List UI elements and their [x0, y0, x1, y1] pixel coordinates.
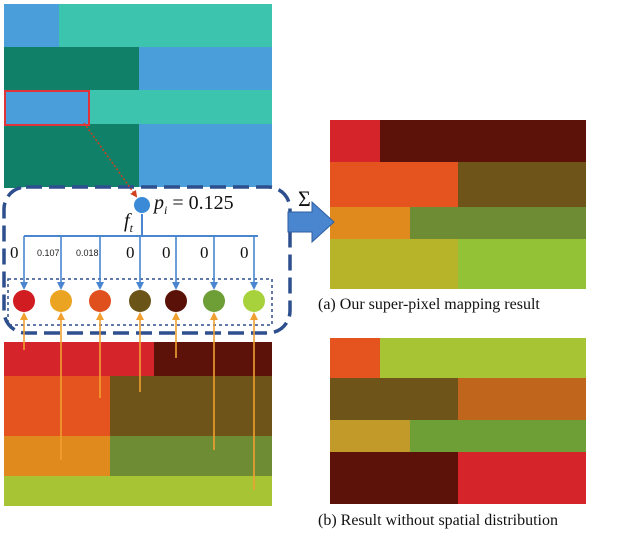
- probability-label: pi = 0.125: [154, 192, 234, 218]
- mapping-dashed-border: [2, 185, 292, 335]
- weight-label: 0: [240, 243, 249, 262]
- pixel-connector: [83, 122, 138, 198]
- bottom-grid-cell: [4, 436, 110, 476]
- feature-node: [243, 290, 265, 312]
- weight-label: 0: [200, 243, 209, 262]
- weight-label: 0.107: [37, 248, 60, 258]
- result-b-caption: (b) Result without spatial distribution: [318, 512, 558, 529]
- sum-symbol: Σ: [298, 186, 311, 211]
- tree-drops: [20, 236, 258, 290]
- feature-subscript: t: [129, 221, 133, 235]
- feature-label: ft: [124, 210, 133, 236]
- top-grid-cell: [4, 90, 88, 124]
- result-a-cell: [330, 207, 410, 239]
- feature-node: [89, 290, 111, 312]
- selected-super-pixel: [4, 90, 90, 126]
- result-a-cell: [410, 207, 586, 239]
- feature-node: [165, 290, 187, 312]
- probability-value: = 0.125: [172, 192, 234, 214]
- top-grid-cell: [88, 90, 272, 124]
- result-b-cell: [410, 420, 586, 452]
- weight-label: 0: [126, 243, 135, 262]
- result-b-cell: [330, 420, 410, 452]
- weight-label: 0: [10, 243, 19, 262]
- top-grid-cell: [139, 47, 272, 90]
- feature-symbol: f: [124, 210, 130, 232]
- top-grid-cell: [4, 124, 139, 188]
- top-grid-cell: [59, 4, 272, 47]
- feature-node: [50, 290, 72, 312]
- result-b-cell: [380, 338, 586, 378]
- result-a-cell: [330, 162, 458, 207]
- probability-symbol: p: [154, 192, 164, 214]
- result-b-cell: [330, 378, 458, 420]
- bottom-grid-cell: [110, 376, 272, 436]
- orange-arrows: [20, 312, 258, 490]
- weight-label: 0.018: [76, 248, 99, 258]
- result-a-cell: [458, 162, 586, 207]
- feature-node: [129, 290, 151, 312]
- feature-node: [203, 290, 225, 312]
- result-a-cell: [330, 120, 380, 162]
- result-a-cell: [458, 239, 586, 289]
- result-a-cell: [380, 120, 586, 162]
- result-b-cell: [330, 338, 380, 378]
- sum-arrow: [287, 200, 335, 244]
- super-pixel-node: [134, 197, 150, 213]
- result-b-cell: [458, 378, 586, 420]
- result-b-cell: [458, 452, 586, 504]
- result-a-caption: (a) Our super-pixel mapping result: [318, 296, 540, 313]
- bottom-grid-cell: [4, 376, 110, 436]
- bottom-grid-cell: [110, 436, 272, 476]
- top-grid-cell: [4, 47, 139, 90]
- bottom-grid-cell: [154, 342, 272, 376]
- feature-nodes: [13, 290, 265, 312]
- result-a-cell: [330, 239, 458, 289]
- feature-node: [13, 290, 35, 312]
- bottom-grid-cell: [4, 342, 154, 376]
- probability-subscript: i: [164, 203, 168, 217]
- bottom-grid-cell: [4, 476, 272, 506]
- top-grid-cell: [4, 4, 59, 47]
- weight-label: 0: [162, 243, 171, 262]
- result-b-cell: [330, 452, 458, 504]
- top-grid-cell: [139, 124, 272, 188]
